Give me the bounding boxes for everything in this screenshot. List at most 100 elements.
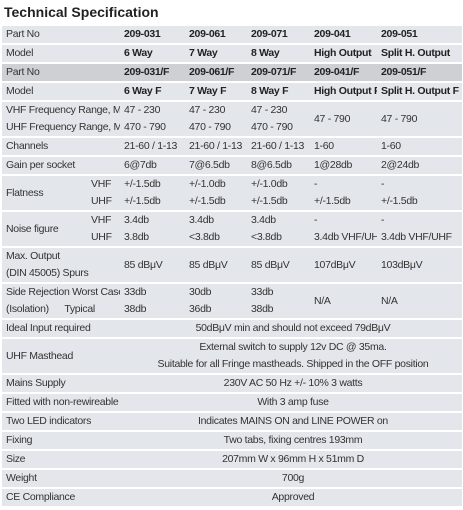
cell-line: (Isolation) Typical (6, 303, 95, 315)
cell-line: 209-031 (124, 28, 161, 40)
value-cell: - +/-1.5db (377, 176, 462, 210)
cell-line: Part No (6, 66, 40, 78)
value-cell: 33db 38db (247, 284, 310, 318)
cell-line: Flatness (6, 186, 44, 199)
value-cell: 1-60 (310, 138, 377, 155)
value-cell: 47 - 790 (310, 102, 377, 136)
table-row: Size 207mm W x 96mm H x 51mm D (2, 451, 462, 468)
row-label: Mains Supply (2, 375, 120, 392)
cell-line: 33db (124, 286, 147, 298)
value-cell: 47 - 230 470 - 790 (185, 102, 247, 136)
value-cell: 7 Way F (185, 83, 247, 100)
table-row: Fixing Two tabs, fixing centres 193mm (2, 432, 462, 449)
row-label: Channels (2, 138, 120, 155)
cell-line: 230V AC 50 Hz +/- 10% 3 watts (223, 377, 363, 389)
value-cell: 8 Way F (247, 83, 310, 100)
table-row: Model 6 Way 7 Way 8 Way High Output Split H. … (2, 45, 462, 62)
value-cell: 209-031 (120, 26, 185, 43)
row-label: Part No (2, 26, 120, 43)
row-label: Side Rejection Worst Case (Isolation) Typ… (2, 284, 120, 318)
cell-line: VHF (91, 214, 112, 226)
cell-line: 209-051/F (381, 66, 427, 78)
table-body: Part No 209-031 209-061 209-071 209-041 209-0… (2, 26, 462, 506)
cell-line: 2@24db (381, 159, 420, 171)
row-label: Fitted with non-rewireable 13A plug (2, 394, 120, 411)
cell-line: UHF Masthead (6, 349, 74, 362)
cell-line: 207mm W x 96mm H x 51mm D (222, 453, 364, 465)
value-cell: 50dBμV min and should not exceed 79dBμV (120, 320, 462, 337)
value-cell: 85 dBμV (185, 248, 247, 282)
cell-line: Weight (6, 472, 37, 484)
value-cell: 209-061 (185, 26, 247, 43)
cell-line: Noise figure (6, 222, 59, 235)
cell-line: (DIN 45005) Spurs (6, 267, 89, 279)
cell-line: 33db (251, 286, 274, 298)
cell-line: +/-1.0db (189, 178, 226, 190)
cell-line: 8@6.5db (251, 159, 292, 171)
table-row: Fitted with non-rewireable 13A plug With … (2, 394, 462, 411)
cell-line: Side Rejection Worst Case (6, 286, 120, 298)
row-label: Two LED indicators (2, 413, 120, 430)
spec-table: Part No 209-031 209-061 209-071 209-041 209-0… (2, 24, 462, 508)
cell-line: 3.4db (251, 214, 276, 226)
value-cell: N/A (310, 284, 377, 318)
cell-line: Split H. Output (381, 47, 450, 59)
row-label: VHF Frequency Range, MHz UHF Frequency Ra… (2, 102, 120, 136)
table-row: Side Rejection Worst Case (Isolation) Typ… (2, 284, 462, 318)
cell-line: 47 - 790 (314, 112, 351, 125)
cell-line: Fitted with non-rewireable 13A plug (6, 396, 119, 408)
value-cell: - 3.4db VHF/UHF (310, 212, 377, 246)
cell-line: 3.8db (124, 231, 149, 243)
cell-line: UHF (91, 231, 112, 243)
cell-line: Ideal Input required (6, 322, 91, 334)
cell-line: Mains Supply (6, 377, 66, 389)
value-cell: 6 Way (120, 45, 185, 62)
cell-line: <3.8db (189, 231, 220, 243)
value-cell: Approved (120, 489, 462, 506)
value-cell: - +/-1.5db (310, 176, 377, 210)
cell-line: 30db (189, 286, 212, 298)
cell-line: Model (6, 85, 34, 97)
cell-line: 8 Way (251, 47, 280, 59)
cell-line: 209-031/F (124, 66, 170, 78)
value-cell: Indicates MAINS ON and LINE POWER on (120, 413, 462, 430)
table-row: VHF Frequency Range, MHz UHF Frequency Ra… (2, 102, 462, 136)
cell-line: Gain per socket (6, 159, 76, 171)
cell-line: 107dBμV (314, 258, 356, 271)
cell-line: 209-071/F (251, 66, 297, 78)
cell-line: With 3 amp fuse (257, 396, 329, 408)
cell-line: 47 - 790 (381, 112, 418, 125)
cell-line: 103dBμV (381, 258, 423, 271)
value-cell: 209-051 (377, 26, 462, 43)
value-cell: 3.4db <3.8db (247, 212, 310, 246)
row-label: UHF Masthead (2, 339, 120, 373)
cell-line: CE Compliance (6, 491, 76, 503)
cell-line: Model (6, 47, 34, 59)
cell-line: 21-60 / 1-13 (189, 140, 243, 152)
cell-line: +/-1.5db (381, 195, 418, 207)
cell-line: 47 - 230 (189, 104, 226, 116)
cell-line: Indicates MAINS ON and LINE POWER on (198, 415, 388, 427)
value-cell: 209-051/F (377, 64, 462, 81)
row-label: CE Compliance (2, 489, 120, 506)
row-label: Ideal Input required (2, 320, 120, 337)
row-label: Flatness (2, 176, 87, 210)
cell-line: 6@7db (124, 159, 157, 171)
cell-line: Two LED indicators (6, 415, 92, 427)
cell-line: 85 dBμV (251, 258, 290, 271)
cell-line: 209-061/F (189, 66, 235, 78)
cell-line: - (381, 178, 385, 190)
value-cell: 3.4db 3.8db (120, 212, 185, 246)
value-cell: 209-061/F (185, 64, 247, 81)
cell-line: Fixing (6, 434, 33, 446)
value-cell: 47 - 230 470 - 790 (120, 102, 185, 136)
cell-line: <3.8db (251, 231, 282, 243)
cell-line: 7@6.5db (189, 159, 230, 171)
value-cell: 209-041/F (310, 64, 377, 81)
value-cell: 209-071 (247, 26, 310, 43)
value-cell: +/-1.5db +/-1.5db (120, 176, 185, 210)
cell-line: - (381, 214, 385, 226)
table-row: Max. Output (DIN 45005) Spurs 85 dBμV 85 dB… (2, 248, 462, 282)
row-label: Gain per socket (2, 157, 120, 174)
value-cell: 85 dBμV (120, 248, 185, 282)
